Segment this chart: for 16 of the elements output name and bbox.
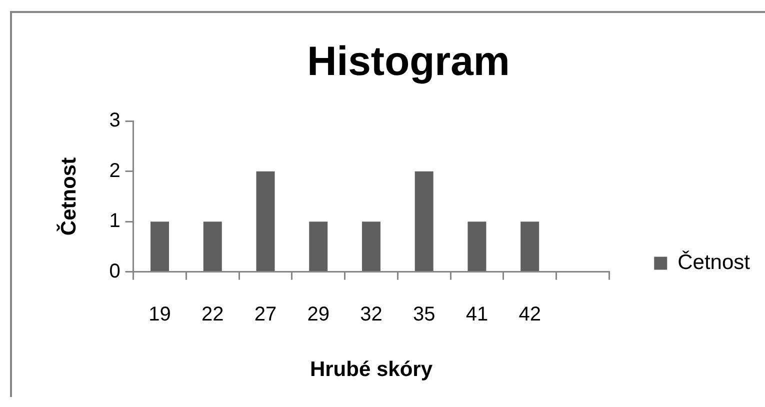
- x-tick-label: 19: [148, 303, 171, 326]
- x-tick-label: 29: [307, 303, 330, 326]
- y-tick-label: 1: [109, 210, 120, 232]
- y-tick-label: 0: [109, 260, 120, 282]
- legend-label: Četnost: [678, 250, 750, 274]
- x-tick-label: 41: [466, 303, 488, 326]
- y-tick-label: 2: [109, 160, 120, 182]
- x-tick-label: 22: [202, 303, 224, 326]
- chart-title: Histogram: [307, 38, 510, 84]
- x-axis-title: Hrubé skóry: [310, 358, 433, 382]
- x-tick-label: 32: [360, 303, 382, 326]
- y-axis-title: Četnost: [56, 157, 80, 236]
- x-tick-label: 42: [518, 303, 541, 326]
- y-tick-label: 3: [109, 110, 120, 132]
- x-tick-label: 27: [254, 303, 277, 326]
- x-tick-label: 35: [412, 303, 436, 326]
